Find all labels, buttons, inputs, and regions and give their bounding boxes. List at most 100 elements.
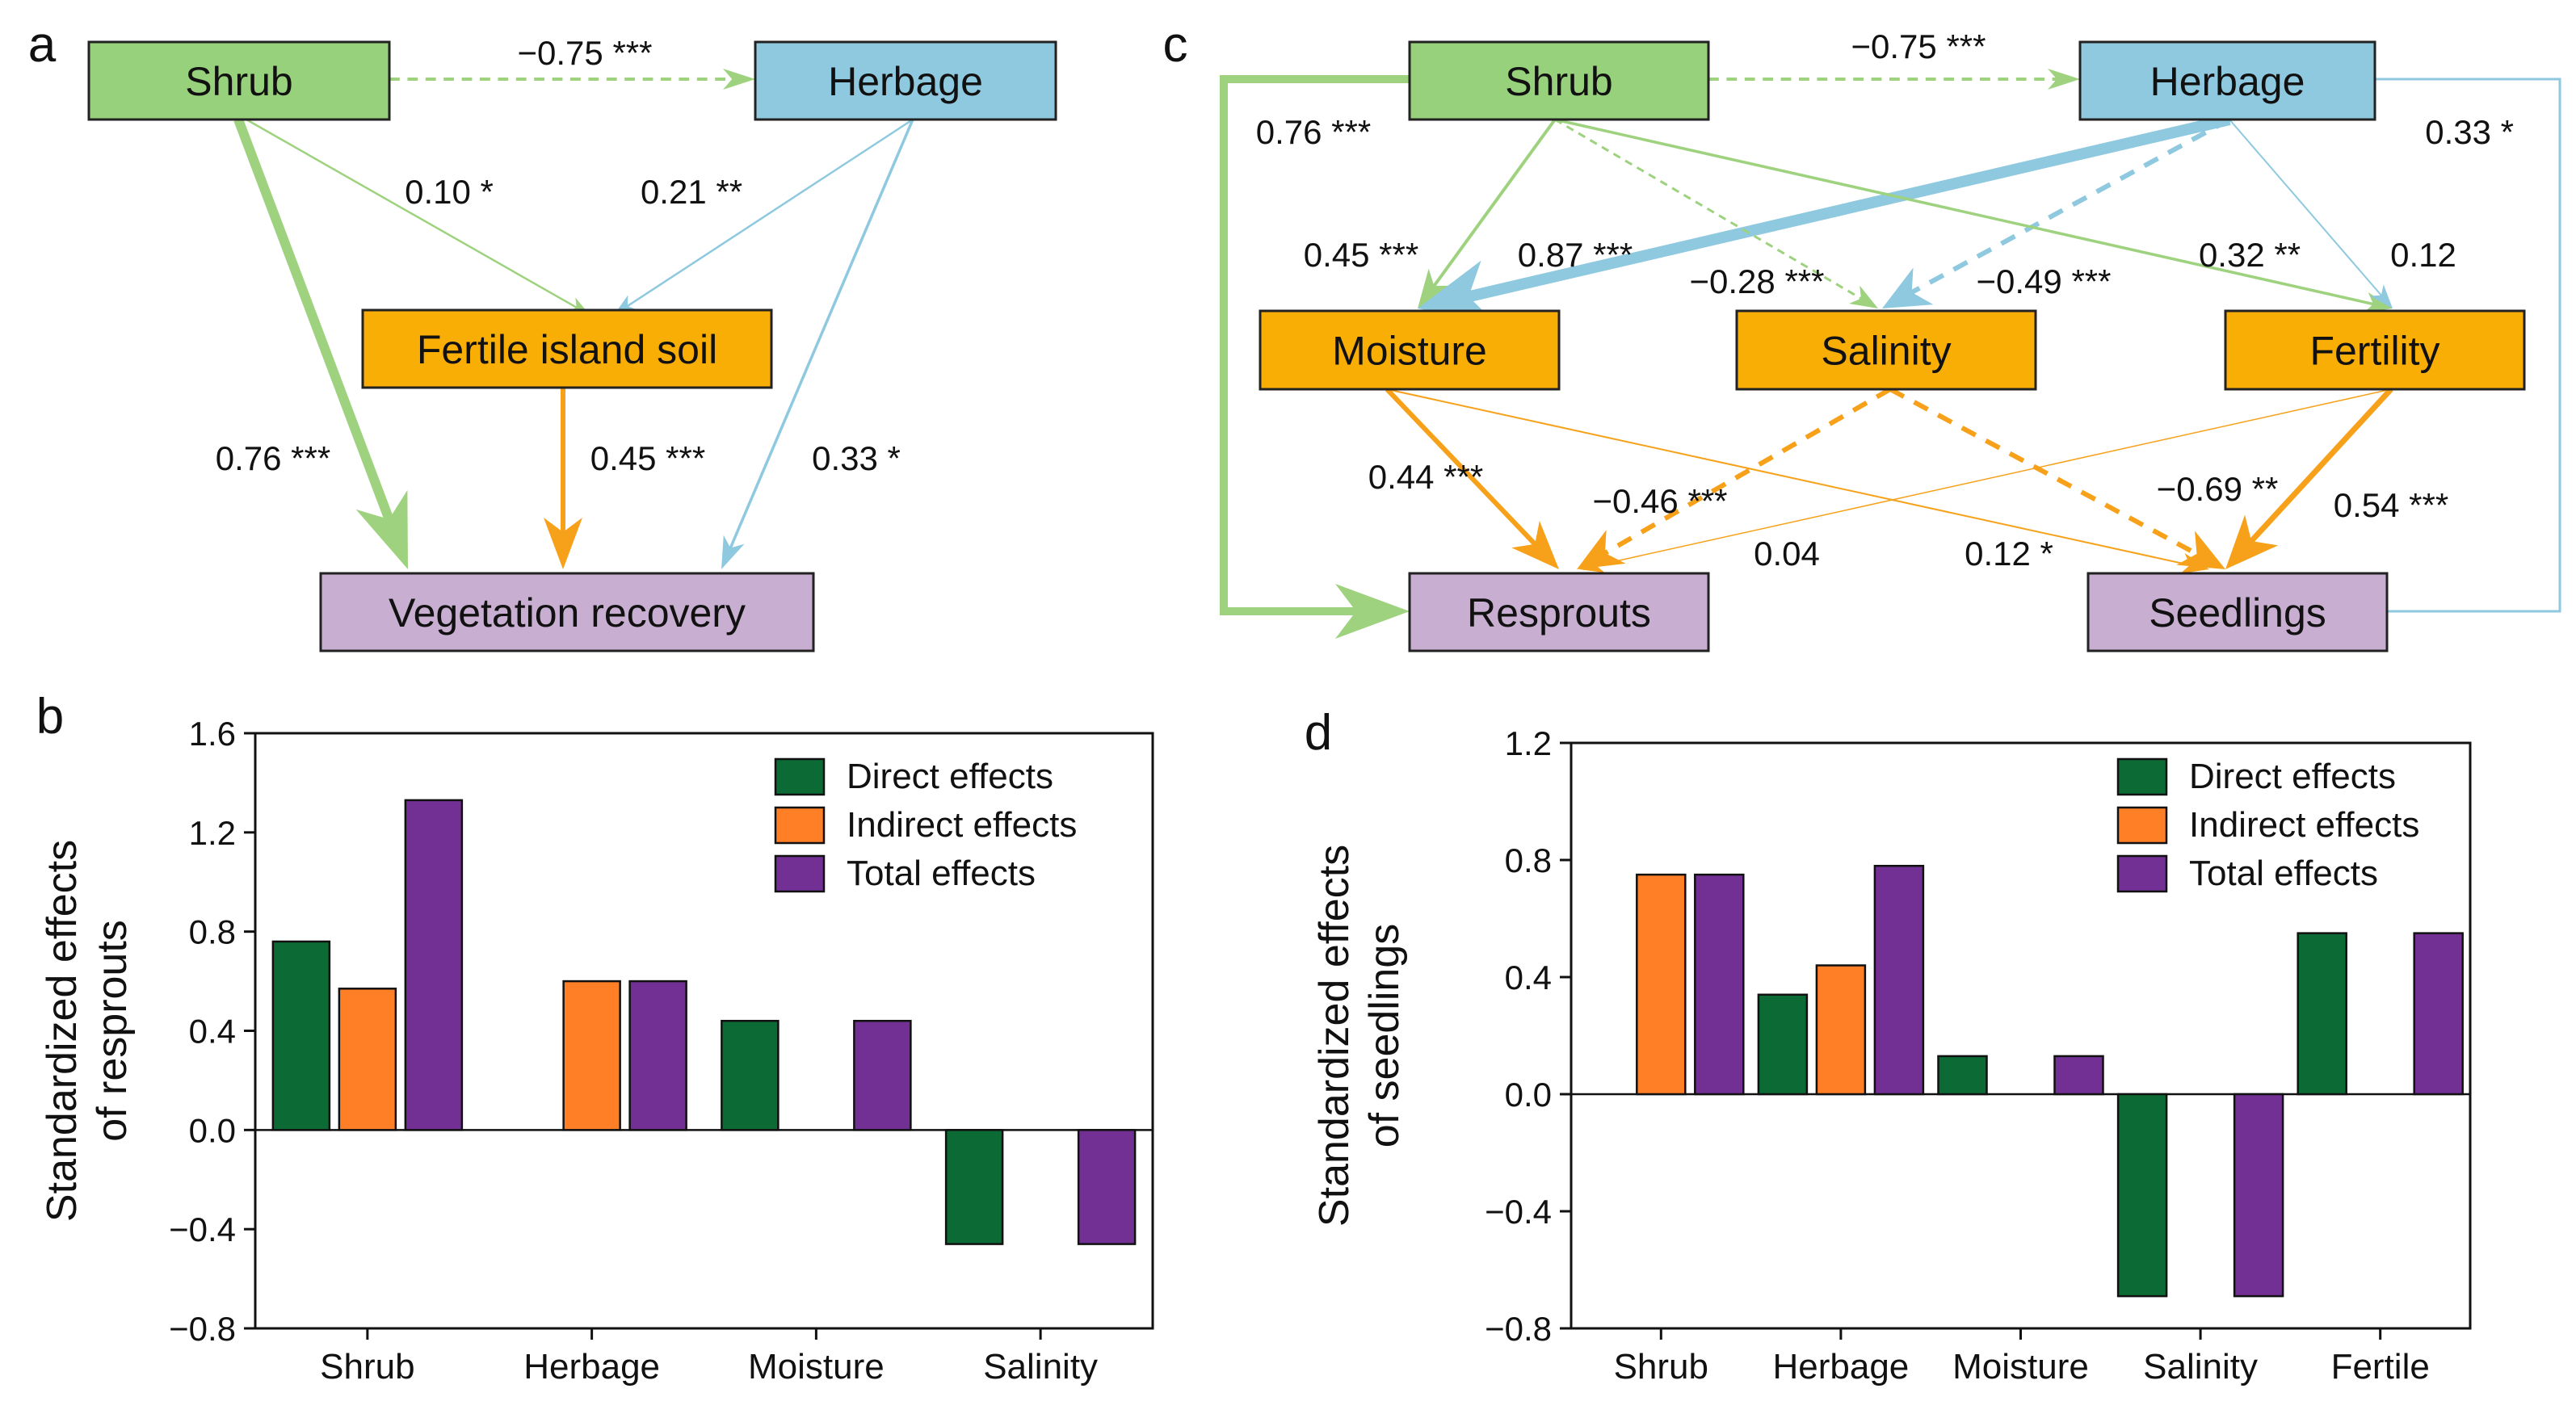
- y-axis-label-d: Standardized effectsof seedlings: [1311, 845, 1408, 1227]
- edge-label-shrub-resprouts: 0.76 ***: [1256, 113, 1371, 151]
- legend-swatch-direct-effects: [2116, 757, 2168, 796]
- node-a-fertile-island-soil: Fertile island soil: [361, 308, 773, 389]
- node-c-moisture-label: Moisture: [1332, 329, 1487, 374]
- bar-d-shrub-indirect-effects: [1636, 873, 1687, 1096]
- node-c-fertility: Fertility: [2224, 309, 2526, 391]
- bar-d-herbage-indirect-effects: [1815, 964, 1867, 1096]
- y-axis-label-b: Standardized effectsof resprouts: [39, 840, 136, 1222]
- edge-label-shrub-fertility: 0.32 **: [2199, 236, 2301, 274]
- node-a-herbage: Herbage: [754, 40, 1057, 121]
- edge-herbage-fertility-head: [2370, 284, 2393, 308]
- edge-shrub-salinity: [1554, 118, 1866, 302]
- edge-shrub-herbage-head: [723, 69, 755, 90]
- edge-fertility-resprouts-head: [1579, 555, 1605, 573]
- panel-letter-c: c: [1163, 17, 1188, 73]
- node-c-shrub-label: Shrub: [1505, 59, 1612, 104]
- y-axis-label-line: Standardized effects: [39, 840, 86, 1222]
- ytick-label-d: −0.4: [1485, 1193, 1552, 1231]
- legend-label-indirect-effects: Indirect effects: [847, 805, 1077, 845]
- edge-moisture-resprouts: [1385, 387, 1543, 552]
- edge-herbage-moisture-head: [1418, 260, 1496, 324]
- bar-d-fertile-total-effects: [2413, 932, 2464, 1096]
- bar-d-moisture-total-effects: [2053, 1055, 2104, 1096]
- bar-b-moisture-direct-effects: [721, 1019, 780, 1131]
- edge-shrub-soil: [246, 118, 581, 311]
- ytick-label-d: 1.2: [1505, 724, 1552, 762]
- edge-herbage-moisture: [1455, 114, 2231, 305]
- edge-label-shrub-salinity: −0.28 ***: [1690, 262, 1825, 300]
- node-a-herbage-box: [754, 40, 1057, 121]
- ytick-label-d: 0.4: [1505, 959, 1552, 996]
- ytick-label-d: −0.8: [1485, 1310, 1552, 1348]
- node-c-herbage-label: Herbage: [2150, 59, 2305, 104]
- node-c-resprouts-box: [1408, 572, 1710, 652]
- edge-label-shrub-veg: 0.76 ***: [216, 439, 330, 477]
- node-a-vegetation-recovery: Vegetation recovery: [319, 572, 815, 652]
- ytick-label-d: 0.8: [1505, 841, 1552, 879]
- bar-d-moisture-direct-effects: [1937, 1055, 1988, 1096]
- y-axis-label-line: Standardized effects: [1311, 845, 1358, 1227]
- edge-fertility-seedlings-head: [2225, 514, 2279, 569]
- ytick-label-b: 0.8: [189, 913, 236, 951]
- edge-herbage-fertility: [2229, 119, 2385, 300]
- edge-label-salinity-seedlings: −0.69 **: [2157, 470, 2279, 508]
- edge-label-shrub-herbage: −0.75 ***: [1851, 27, 1986, 65]
- node-c-moisture: Moisture: [1259, 309, 1561, 391]
- edge-shrub-resprouts: [1220, 75, 1410, 615]
- node-a-vegetation-recovery-label: Vegetation recovery: [389, 590, 746, 636]
- edge-label-herbage-fertility: 0.12: [2390, 236, 2456, 274]
- bar-b-herbage-total-effects: [628, 980, 687, 1131]
- legend-label-direct-effects: Direct effects: [847, 757, 1053, 796]
- panel-c-path-diagram: c −0.75 *** 0.76 *** 0.33 * 0.45 *** 0.87 ***…: [1163, 17, 2561, 652]
- bar-d-fertile-direct-effects: [2297, 932, 2347, 1096]
- bar-b-salinity-direct-effects: [944, 1129, 1004, 1245]
- edge-shrub-veg-head: [355, 489, 408, 569]
- panel-a-path-diagram: a −0.75 *** 0.10 * 0.21 ** 0.76 *** 0.45 *** 0…: [28, 17, 1057, 652]
- node-a-shrub: Shrub: [87, 40, 391, 121]
- edge-label-fertility-seedlings: 0.54 ***: [2334, 486, 2448, 524]
- edge-herbage-veg: [727, 119, 914, 554]
- bar-b-herbage-indirect-effects: [562, 980, 621, 1131]
- node-c-fertility-label: Fertility: [2309, 329, 2439, 374]
- node-a-shrub-label: Shrub: [185, 59, 292, 104]
- node-c-salinity-label: Salinity: [1821, 329, 1951, 374]
- legend-swatch-indirect-effects: [774, 806, 826, 845]
- bar-b-shrub-total-effects: [404, 799, 464, 1131]
- y-axis-label-line: of seedlings: [1361, 924, 1408, 1148]
- node-c-shrub-box: [1408, 40, 1710, 121]
- xtick-label-herbage: Herbage: [523, 1347, 660, 1387]
- bar-b-shrub-indirect-effects: [338, 988, 397, 1131]
- xtick-label-shrub: Shrub: [1614, 1347, 1708, 1387]
- edge-label-herbage-veg: 0.33 *: [812, 439, 901, 477]
- edge-salinity-resprouts: [1597, 387, 1892, 560]
- ytick-label-d: 0.0: [1505, 1076, 1552, 1114]
- bar-d-salinity-total-effects: [2233, 1093, 2284, 1298]
- node-c-shrub: Shrub: [1408, 40, 1710, 121]
- edge-shrub-moisture-head: [1418, 268, 1452, 308]
- bar-d-salinity-direct-effects: [2116, 1093, 2168, 1298]
- edge-salinity-resprouts-head: [1577, 530, 1626, 569]
- xtick-label-moisture: Moisture: [748, 1347, 885, 1387]
- node-c-salinity: Salinity: [1735, 309, 2037, 391]
- bar-b-moisture-total-effects: [853, 1019, 912, 1131]
- edge-shrub-fertility-head: [2363, 292, 2393, 313]
- node-a-shrub-box: [87, 40, 391, 121]
- node-c-resprouts-label: Resprouts: [1467, 590, 1651, 636]
- edge-herbage-veg-head: [721, 535, 745, 569]
- edge-herbage-soil: [624, 118, 914, 309]
- edge-shrub-salinity-head: [1849, 285, 1878, 308]
- panel-letter-d: d: [1305, 705, 1332, 761]
- edge-soil-veg-head: [544, 518, 582, 569]
- edge-label-herbage-moisture: 0.87 ***: [1518, 236, 1633, 274]
- edge-moisture-seedlings: [1386, 388, 2195, 567]
- xtick-label-fertile: Fertile: [2331, 1347, 2430, 1387]
- xtick-label-salinity: Salinity: [2143, 1347, 2258, 1387]
- node-c-moisture-box: [1259, 309, 1561, 391]
- xtick-label-salinity: Salinity: [983, 1347, 1098, 1387]
- edge-label-herbage-soil: 0.21 **: [641, 173, 742, 211]
- edge-shrub-moisture: [1428, 118, 1557, 292]
- bar-b-salinity-total-effects: [1077, 1129, 1137, 1245]
- node-c-seedlings-label: Seedlings: [2149, 590, 2326, 636]
- edge-label-moisture-seedlings: 0.12 *: [1965, 535, 2053, 573]
- legend-swatch-total-effects: [774, 854, 826, 893]
